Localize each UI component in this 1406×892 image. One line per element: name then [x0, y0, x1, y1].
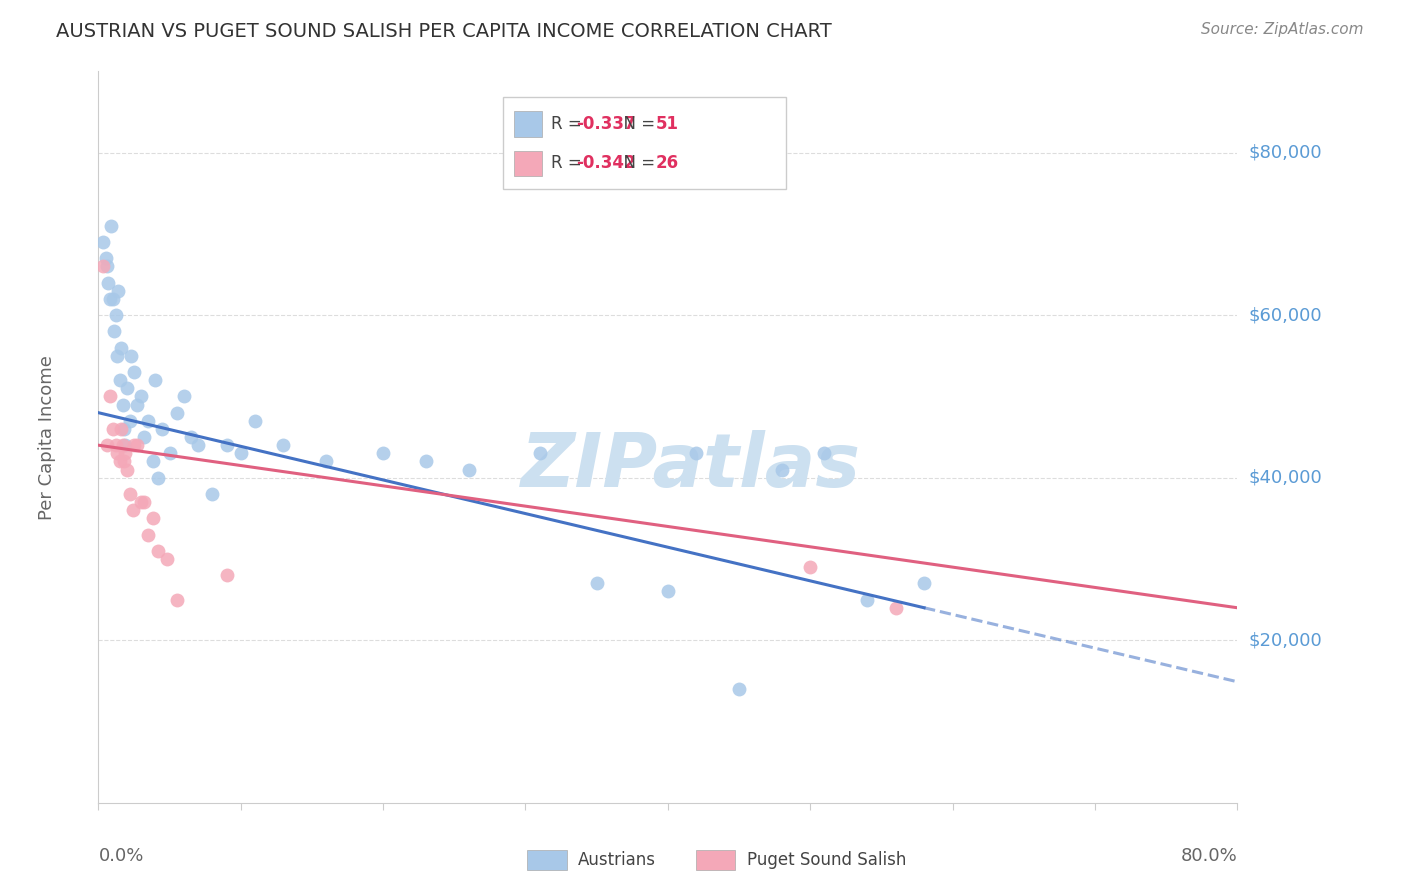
Point [770, 462, 793, 476]
Text: Puget Sound Salish: Puget Sound Salish [747, 851, 905, 869]
Point [96, 438, 118, 452]
Point [96, 260, 118, 274]
Point [457, 462, 479, 476]
Point [141, 454, 163, 468]
Point [114, 446, 136, 460]
Text: R =: R = [551, 154, 586, 172]
Point [585, 576, 607, 591]
Point [122, 365, 145, 379]
Text: $80,000: $80,000 [1249, 144, 1322, 161]
Point [121, 503, 143, 517]
Point [129, 495, 152, 509]
Text: ZIPatlas: ZIPatlas [520, 430, 860, 503]
Point [125, 398, 148, 412]
Point [112, 422, 135, 436]
Point [813, 446, 835, 460]
Point [122, 438, 145, 452]
Text: $60,000: $60,000 [1249, 306, 1322, 324]
Point [136, 414, 159, 428]
Point [373, 446, 395, 460]
Text: $40,000: $40,000 [1249, 468, 1322, 487]
Point [799, 560, 821, 574]
Point [129, 389, 152, 403]
Point [105, 446, 128, 460]
Point [215, 568, 238, 582]
Text: AUSTRIAN VS PUGET SOUND SALISH PER CAPITA INCOME CORRELATION CHART: AUSTRIAN VS PUGET SOUND SALISH PER CAPIT… [56, 22, 832, 41]
Point [132, 430, 155, 444]
Text: Source: ZipAtlas.com: Source: ZipAtlas.com [1201, 22, 1364, 37]
Point [529, 446, 551, 460]
Point [108, 454, 131, 468]
Point [98, 292, 121, 306]
Point [273, 438, 295, 452]
Point [114, 438, 136, 452]
Text: N =: N = [613, 115, 661, 133]
Point [229, 446, 252, 460]
Point [104, 308, 127, 322]
Point [118, 414, 141, 428]
Point [315, 454, 337, 468]
Point [108, 373, 131, 387]
Text: R =: R = [551, 115, 586, 133]
Text: $20,000: $20,000 [1249, 632, 1322, 649]
Point [120, 349, 142, 363]
Point [856, 592, 879, 607]
Point [115, 381, 138, 395]
Point [98, 389, 121, 403]
Point [215, 438, 238, 452]
Point [136, 527, 159, 541]
Point [97, 276, 120, 290]
Point [118, 487, 141, 501]
Point [125, 438, 148, 452]
Point [173, 389, 195, 403]
Point [101, 292, 124, 306]
Point [110, 422, 132, 436]
Point [156, 552, 179, 566]
Point [166, 406, 188, 420]
Point [148, 471, 170, 485]
Point [107, 284, 129, 298]
Point [91, 260, 114, 274]
Point [111, 398, 134, 412]
Point [180, 430, 202, 444]
Text: 0.0%: 0.0% [98, 847, 143, 864]
Point [884, 600, 907, 615]
Text: 51: 51 [655, 115, 679, 133]
Point [187, 438, 209, 452]
Text: 80.0%: 80.0% [1181, 847, 1237, 864]
Text: N =: N = [613, 154, 661, 172]
Point [148, 544, 170, 558]
Point [94, 252, 117, 266]
Text: -0.337: -0.337 [576, 115, 636, 133]
Point [110, 341, 132, 355]
Point [103, 325, 125, 339]
Point [104, 438, 127, 452]
Point [166, 592, 188, 607]
Point [112, 454, 135, 468]
Point [415, 454, 437, 468]
Text: 26: 26 [655, 154, 679, 172]
Point [685, 446, 707, 460]
Point [728, 681, 751, 696]
Point [100, 219, 122, 233]
Point [141, 511, 163, 525]
Point [152, 422, 174, 436]
Point [912, 576, 935, 591]
Point [201, 487, 224, 501]
Point [111, 438, 134, 452]
Point [243, 414, 266, 428]
Text: Per Capita Income: Per Capita Income [38, 355, 56, 519]
Point [657, 584, 679, 599]
Point [132, 495, 155, 509]
Point [91, 235, 114, 249]
Text: Austrians: Austrians [578, 851, 655, 869]
Point [159, 446, 181, 460]
Point [105, 349, 128, 363]
Point [145, 373, 167, 387]
Point [115, 462, 138, 476]
Point [101, 422, 124, 436]
Text: -0.342: -0.342 [576, 154, 636, 172]
